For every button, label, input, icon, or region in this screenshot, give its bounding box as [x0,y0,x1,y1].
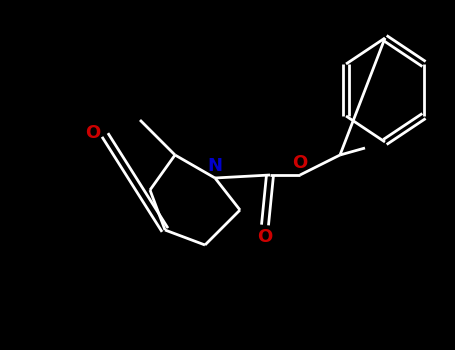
Text: O: O [258,228,273,246]
Text: O: O [293,154,308,172]
Text: O: O [86,124,101,142]
Text: N: N [207,157,222,175]
